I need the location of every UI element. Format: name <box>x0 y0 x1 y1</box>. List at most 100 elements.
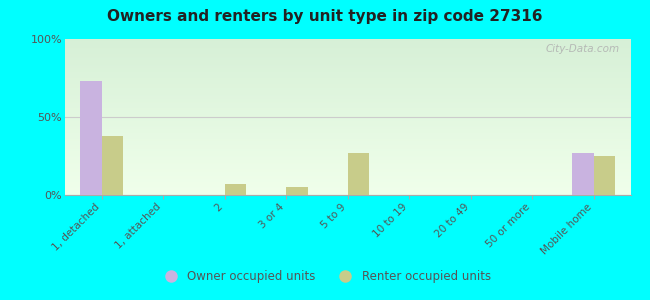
Bar <box>65 55 630 56</box>
Bar <box>572 153 593 195</box>
Bar <box>65 86 630 87</box>
Bar <box>65 70 630 71</box>
Bar <box>65 101 630 102</box>
Bar <box>65 119 630 120</box>
Bar <box>65 126 630 127</box>
Bar <box>65 151 630 152</box>
Bar <box>65 64 630 65</box>
Bar <box>65 147 630 148</box>
Bar <box>65 176 630 177</box>
Bar <box>65 172 630 173</box>
Bar <box>65 150 630 151</box>
Bar <box>65 114 630 115</box>
Bar <box>65 88 630 89</box>
Bar <box>65 141 630 142</box>
Bar <box>65 75 630 76</box>
Bar <box>65 152 630 153</box>
Text: Owners and renters by unit type in zip code 27316: Owners and renters by unit type in zip c… <box>107 9 543 24</box>
Bar <box>65 73 630 74</box>
Bar <box>65 142 630 143</box>
Bar <box>65 87 630 88</box>
Bar <box>65 159 630 160</box>
Bar <box>65 50 630 51</box>
Bar <box>65 186 630 187</box>
Bar <box>65 113 630 114</box>
Bar <box>65 168 630 169</box>
Bar <box>65 93 630 94</box>
Bar <box>65 179 630 180</box>
Bar <box>65 78 630 79</box>
Bar <box>65 61 630 62</box>
Bar <box>65 131 630 132</box>
Bar <box>81 81 102 195</box>
Bar <box>65 39 630 40</box>
Bar <box>65 76 630 77</box>
Bar <box>65 132 630 133</box>
Bar <box>65 187 630 188</box>
Bar <box>65 57 630 58</box>
Bar <box>65 166 630 167</box>
Bar <box>65 189 630 190</box>
Bar <box>65 123 630 124</box>
Bar <box>65 137 630 138</box>
Bar <box>65 52 630 53</box>
Bar <box>65 66 630 67</box>
Bar <box>65 42 630 43</box>
Bar <box>65 112 630 113</box>
Bar <box>65 82 630 83</box>
Bar <box>65 188 630 189</box>
Bar <box>65 135 630 136</box>
Bar <box>65 154 630 155</box>
Bar <box>65 65 630 66</box>
Bar <box>65 97 630 98</box>
Bar <box>65 77 630 78</box>
Bar <box>65 85 630 86</box>
Bar <box>65 98 630 99</box>
Bar <box>65 111 630 112</box>
Bar <box>65 104 630 105</box>
Bar <box>65 115 630 116</box>
Bar <box>65 58 630 59</box>
Bar <box>65 74 630 75</box>
Bar <box>65 105 630 106</box>
Bar <box>65 163 630 164</box>
Bar <box>65 143 630 144</box>
Bar <box>65 191 630 192</box>
Bar <box>65 79 630 80</box>
Bar <box>65 100 630 101</box>
Bar <box>65 171 630 172</box>
Bar <box>102 136 124 195</box>
Bar <box>65 41 630 42</box>
Bar <box>65 140 630 141</box>
Bar <box>65 158 630 159</box>
Bar <box>65 59 630 60</box>
Bar <box>65 192 630 193</box>
Bar <box>65 169 630 170</box>
Bar <box>593 156 615 195</box>
Bar <box>65 146 630 147</box>
Bar <box>65 81 630 82</box>
Bar <box>65 134 630 135</box>
Bar <box>65 193 630 194</box>
Bar <box>65 83 630 84</box>
Bar <box>65 174 630 175</box>
Bar <box>65 48 630 49</box>
Bar <box>65 102 630 103</box>
Bar <box>65 99 630 100</box>
Bar <box>65 180 630 181</box>
Bar <box>65 45 630 46</box>
Bar <box>65 161 630 162</box>
Bar <box>65 122 630 123</box>
Bar <box>65 51 630 52</box>
Bar <box>65 155 630 156</box>
Bar <box>225 184 246 195</box>
Bar <box>65 194 630 195</box>
Bar <box>65 69 630 70</box>
Bar <box>65 120 630 121</box>
Bar <box>65 47 630 48</box>
Bar <box>65 160 630 161</box>
Bar <box>65 170 630 171</box>
Bar <box>65 54 630 55</box>
Bar <box>65 63 630 64</box>
Bar <box>65 117 630 118</box>
